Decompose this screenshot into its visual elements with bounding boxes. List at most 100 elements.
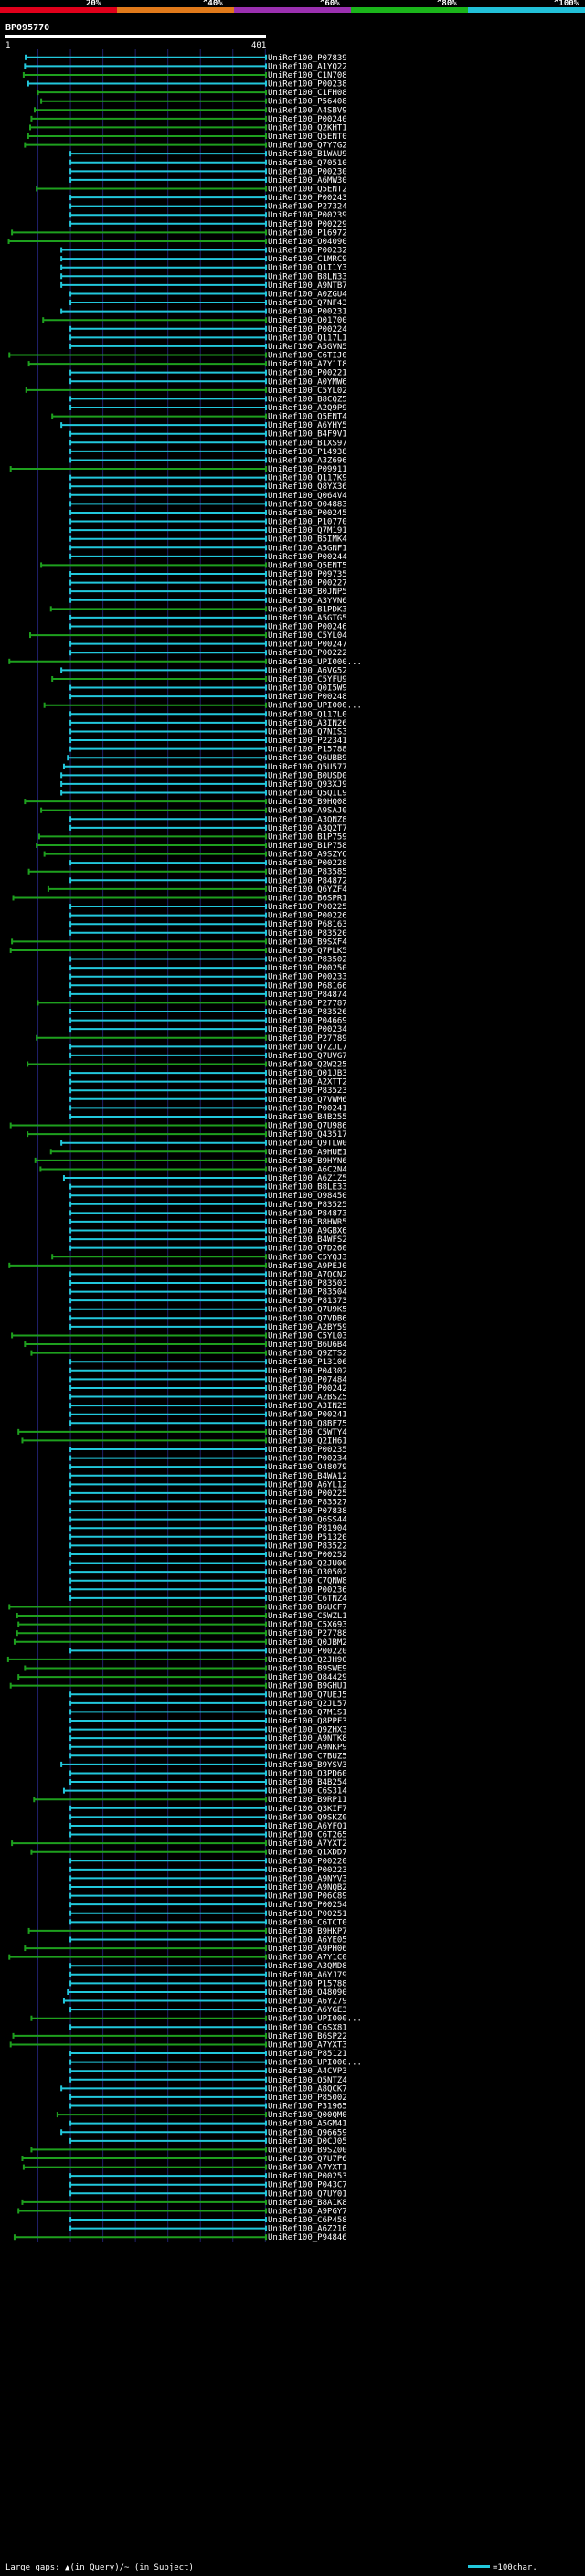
hit-start-cap bbox=[27, 1927, 30, 1934]
hit-label: UniRef100_P81904 bbox=[268, 1524, 347, 1533]
hit-row: UniRef100_B8LE33 bbox=[69, 1183, 347, 1193]
hit-row: UniRef100_P00239 bbox=[69, 211, 347, 220]
hit-label: UniRef100_O04883 bbox=[268, 500, 347, 509]
hit-row: UniRef100_A3Q2T7 bbox=[69, 824, 347, 833]
hit-label: UniRef100_C5YQJ3 bbox=[268, 1253, 347, 1262]
hit-label: UniRef100_UPI000... bbox=[268, 2059, 362, 2068]
hit-row: UniRef100_A9GBX6 bbox=[69, 1227, 347, 1236]
hit-start-cap bbox=[27, 868, 30, 875]
hit-end-cap bbox=[265, 1464, 267, 1470]
hit-start-cap bbox=[69, 176, 72, 183]
hit-row: UniRef100_P00252 bbox=[69, 1551, 347, 1560]
hit-row: UniRef100_C7BUZ5 bbox=[69, 1752, 347, 1761]
legend-segment bbox=[234, 7, 351, 13]
hit-start-cap bbox=[69, 1376, 72, 1383]
hit-end-cap bbox=[265, 1761, 267, 1767]
hit-start-cap bbox=[6, 1656, 9, 1662]
hit-start-cap bbox=[69, 1183, 72, 1190]
hit-end-cap bbox=[265, 1044, 267, 1050]
hit-row: UniRef100_Q70510 bbox=[69, 159, 347, 168]
hit-row: UniRef100_O30502 bbox=[69, 1568, 347, 1577]
hit-label: UniRef100_Q2IH61 bbox=[268, 1436, 347, 1446]
hit-start-cap bbox=[69, 1971, 72, 1977]
hit-end-cap bbox=[265, 430, 267, 437]
hit-start-cap bbox=[69, 1595, 72, 1601]
hit-start-cap bbox=[16, 1613, 18, 1619]
hit-start-cap bbox=[69, 2007, 72, 2013]
hit-row: UniRef100_Q6UBB9 bbox=[67, 754, 347, 763]
hit-start-cap bbox=[11, 1332, 14, 1339]
hit-start-cap bbox=[17, 2208, 20, 2214]
hit-row: UniRef100_P51320 bbox=[69, 1533, 347, 1542]
legend-segment bbox=[0, 7, 117, 13]
hit-label: UniRef100_P00227 bbox=[268, 579, 347, 588]
hit-start-cap bbox=[69, 929, 72, 936]
hit-row: UniRef100_C6S314 bbox=[62, 1787, 347, 1797]
hit-end-cap bbox=[265, 1481, 267, 1488]
hit-label: UniRef100_B1WAU9 bbox=[268, 150, 347, 159]
hit-start-cap bbox=[67, 1988, 69, 1995]
hit-label: UniRef100_P16972 bbox=[268, 228, 347, 238]
hit-row: UniRef100_B8A1K8 bbox=[21, 2199, 347, 2208]
hit-row: UniRef100_C5YL03 bbox=[11, 1331, 347, 1341]
hit-row: UniRef100_P06C89 bbox=[69, 1892, 347, 1902]
hit-row: UniRef100_Q064V4 bbox=[69, 492, 347, 501]
hit-end-cap bbox=[265, 1140, 267, 1146]
hit-row: UniRef100_P68163 bbox=[69, 920, 347, 929]
legend-segment bbox=[351, 7, 468, 13]
hit-label: UniRef100_B6SPR1 bbox=[268, 894, 347, 903]
hit-start-cap bbox=[69, 2094, 72, 2100]
hit-label: UniRef100_Q7D260 bbox=[268, 1245, 347, 1254]
hit-end-cap bbox=[265, 1350, 267, 1356]
hit-label: UniRef100_P15788 bbox=[268, 746, 347, 755]
hit-end-cap bbox=[265, 1831, 267, 1838]
hit-row: UniRef100_O48090 bbox=[67, 1988, 347, 1998]
hit-row: UniRef100_A9NYV3 bbox=[69, 1874, 347, 1883]
hit-label: UniRef100_P00226 bbox=[268, 912, 347, 921]
hit-start-cap bbox=[69, 483, 72, 490]
hit-row: UniRef100_A3Z696 bbox=[69, 456, 347, 465]
hit-row: UniRef100_C1N708 bbox=[22, 71, 347, 80]
hit-row: UniRef100_P00241 bbox=[69, 1411, 347, 1420]
hit-start-cap bbox=[69, 1717, 72, 1723]
hit-start-cap bbox=[69, 921, 72, 928]
hit-start-cap bbox=[30, 2147, 33, 2153]
hit-start-cap bbox=[8, 1954, 11, 1960]
hit-end-cap bbox=[265, 1577, 267, 1584]
hit-start-cap bbox=[69, 737, 72, 744]
hit-start-cap bbox=[24, 1341, 27, 1348]
hit-label: UniRef100_P00229 bbox=[268, 220, 347, 229]
hit-row: UniRef100_Q7M1S1 bbox=[69, 1708, 347, 1717]
hit-end-cap bbox=[265, 2007, 267, 2013]
legend-label: 20% bbox=[86, 0, 101, 8]
hit-row: UniRef100_A6YZ79 bbox=[62, 1998, 347, 2007]
hit-row: UniRef100_A5GNF1 bbox=[69, 544, 347, 553]
hit-start-cap bbox=[30, 115, 33, 122]
hit-end-cap bbox=[265, 1175, 267, 1182]
hit-row: UniRef100_P10770 bbox=[69, 518, 347, 527]
hit-start-cap bbox=[69, 684, 72, 691]
hit-label: UniRef100_P00241 bbox=[268, 1411, 347, 1420]
hit-label: UniRef100_P83526 bbox=[268, 1008, 347, 1017]
hit-row: UniRef100_B9YSV3 bbox=[60, 1761, 347, 1770]
hit-label: UniRef100_B6SP22 bbox=[268, 2032, 347, 2041]
hit-label: UniRef100_P00224 bbox=[268, 325, 347, 334]
hit-row: UniRef100_C6TIJ0 bbox=[8, 352, 347, 361]
hit-label: UniRef100_P83527 bbox=[268, 1498, 347, 1507]
footer: Large gaps: ▲(in Query)/~ (in Subject) =… bbox=[5, 2563, 537, 2572]
hit-label: UniRef100_Q43517 bbox=[268, 1130, 347, 1140]
hit-row: UniRef100_A9NKP9 bbox=[69, 1744, 347, 1753]
hit-label: UniRef100_C5YFU9 bbox=[268, 675, 347, 684]
hit-start-cap bbox=[69, 1070, 72, 1076]
hit-label: UniRef100_Q6YZF4 bbox=[268, 885, 347, 895]
hit-label: UniRef100_P00235 bbox=[268, 1446, 347, 1455]
hit-row: UniRef100_A2BY59 bbox=[69, 1323, 347, 1332]
hit-label: UniRef100_P09735 bbox=[268, 570, 347, 579]
hit-end-cap bbox=[265, 1183, 267, 1190]
hit-row: UniRef100_P13106 bbox=[69, 1358, 347, 1367]
hit-end-cap bbox=[265, 176, 267, 183]
hit-row: UniRef100_Q5QIL9 bbox=[60, 790, 347, 799]
hit-label: UniRef100_Q9SKZ0 bbox=[268, 1813, 347, 1822]
hit-start-cap bbox=[22, 71, 25, 78]
hit-start-cap bbox=[69, 1279, 72, 1286]
